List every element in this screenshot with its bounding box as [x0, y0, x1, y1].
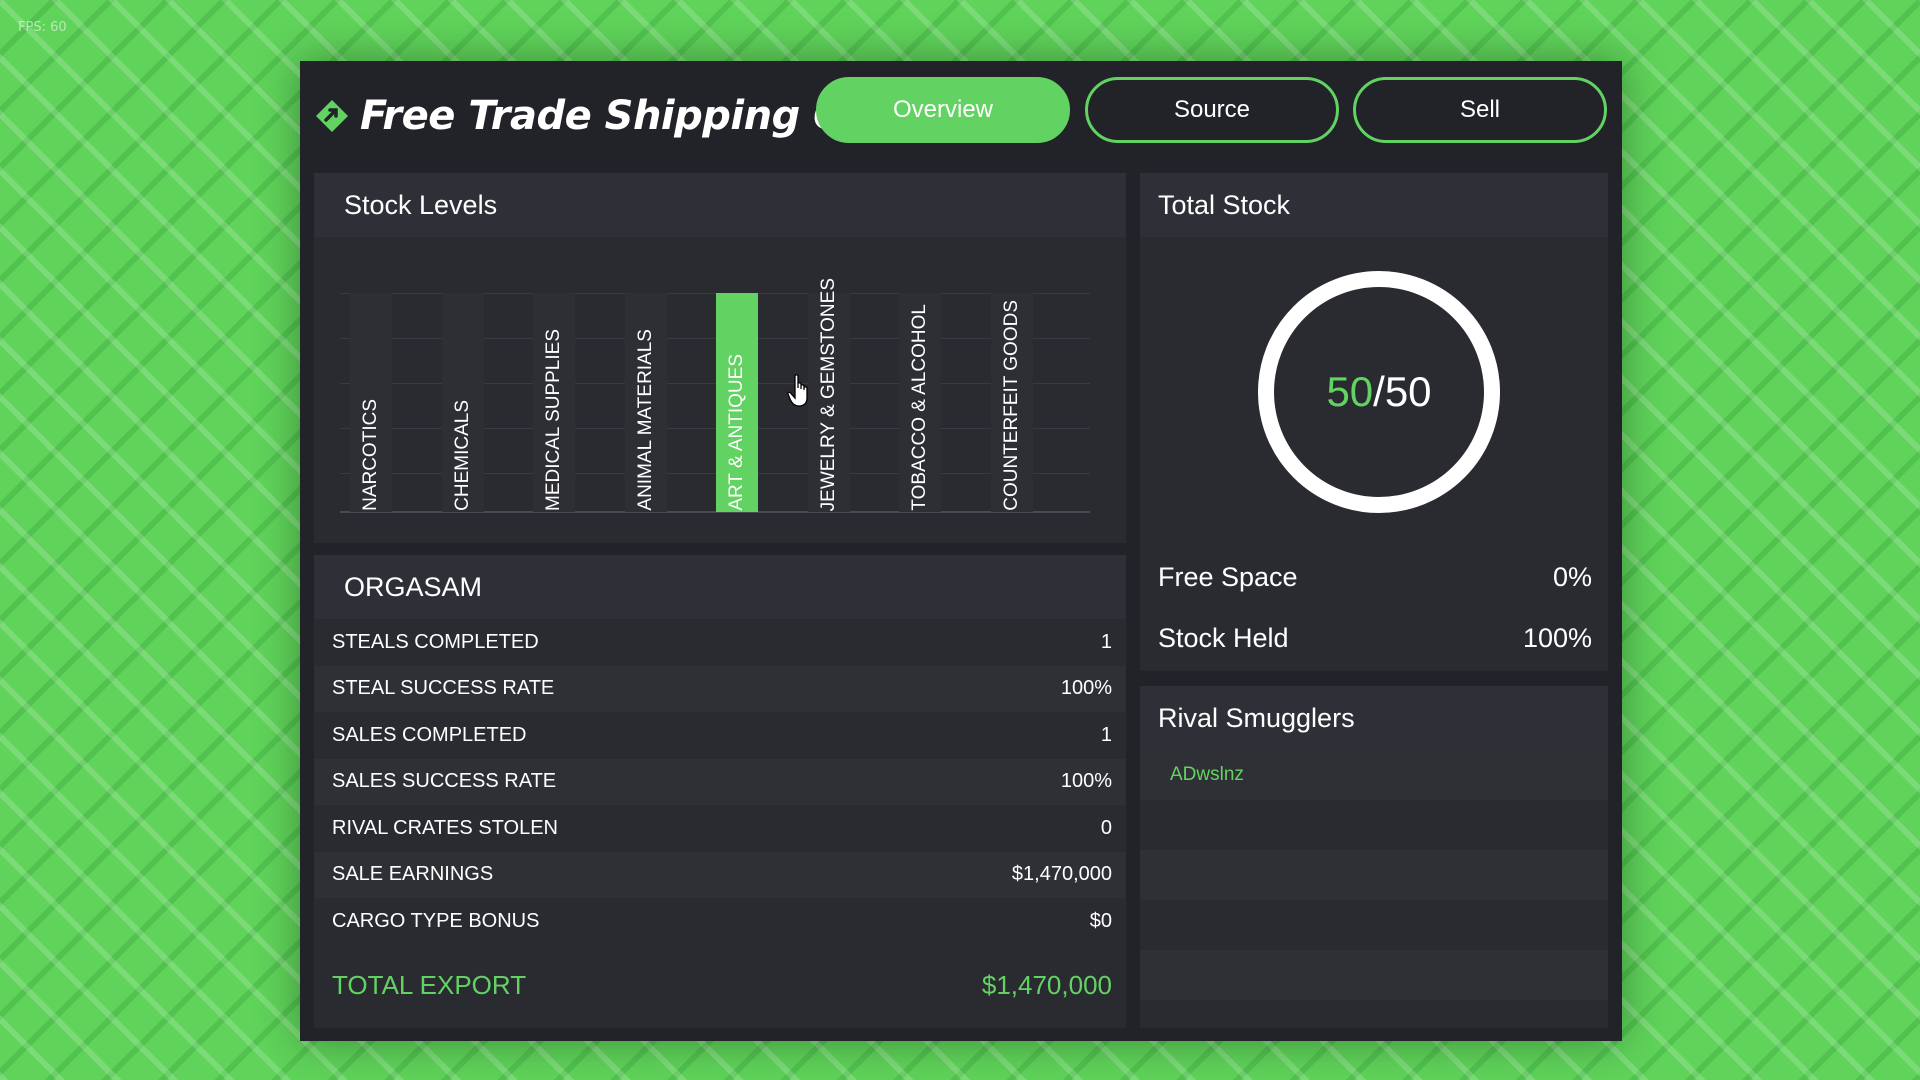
stat-value: $1,470,000	[1011, 863, 1112, 885]
org-stats-panel: ORGASAM STEALS COMPLETED 1 STEAL SUCCESS R…	[314, 555, 1126, 1028]
stat-row: RIVAL CRATES STOLEN 0	[314, 805, 1126, 851]
stock-column[interactable]	[533, 293, 575, 512]
stock-column[interactable]	[350, 293, 392, 512]
free-space-row: Free Space 0%	[1140, 562, 1608, 593]
stock-category-text: CHEMICALS	[451, 400, 473, 511]
chart-baseline	[340, 511, 1090, 513]
company-title: Free Trade Shipping Co.	[360, 93, 884, 139]
stock-category-text: NARCOTICS	[360, 399, 381, 511]
rival-smugglers-title: Rival Smugglers	[1140, 686, 1608, 750]
rival-row-empty	[1140, 850, 1608, 900]
total-export-value: $1,470,000	[981, 969, 1112, 1000]
stat-label: CARGO TYPE BONUS	[332, 909, 540, 932]
tab-sell[interactable]: Sell	[1353, 77, 1607, 143]
stat-label: STEAL SUCCESS RATE	[332, 677, 555, 699]
grid-line	[340, 293, 1090, 294]
stat-value: 1	[1100, 630, 1112, 653]
stock-ring: 50/50	[1258, 271, 1500, 513]
stock-category-label: MEDICAL SUPPLIES	[533, 271, 575, 511]
stat-value: 100%	[1060, 770, 1112, 792]
stock-category-text: JEWELRY & GEMSTONES	[817, 277, 839, 511]
stat-value: 1	[1100, 723, 1112, 746]
total-stock-panel: Total Stock 50/50 Free Space 0% Stock He…	[1140, 173, 1608, 671]
stat-row: SALES COMPLETED 1	[314, 712, 1126, 758]
free-space-value: 0%	[1552, 562, 1592, 592]
hand-cursor-icon	[787, 374, 808, 407]
grid-line	[340, 338, 1090, 339]
header: Free Trade Shipping Co. Overview Source …	[300, 61, 1622, 171]
stat-row: CARGO TYPE BONUS $0	[314, 898, 1126, 944]
rival-smugglers-panel: Rival Smugglers ADwslnz	[1140, 686, 1608, 1028]
grid-line	[340, 428, 1090, 429]
stock-column[interactable]	[807, 293, 850, 512]
stat-label: STEALS COMPLETED	[332, 630, 539, 653]
rival-row-empty	[1140, 800, 1608, 850]
stock-column[interactable]	[624, 293, 667, 512]
fps-counter: FPS: 60	[18, 20, 67, 35]
stock-held-row: Stock Held 100%	[1140, 623, 1608, 654]
total-stock-title: Total Stock	[1140, 173, 1608, 237]
stat-row: SALES SUCCESS RATE 100%	[314, 758, 1126, 805]
stock-category-label: JEWELRY & GEMSTONES	[808, 271, 850, 511]
stock-category-label: ANIMAL MATERIALS	[625, 271, 667, 511]
stock-column[interactable]	[899, 293, 941, 512]
stock-levels-panel: Stock Levels NARCOTICS CHEMICALS MEDICAL S…	[314, 173, 1126, 543]
stock-levels-chart: NARCOTICS CHEMICALS MEDICAL SUPPLIES ANIMAL…	[340, 278, 1090, 513]
rival-row-empty	[1140, 950, 1608, 1000]
stock-category-text: ANIMAL MATERIALS	[634, 329, 656, 511]
stock-held-label: Stock Held	[1158, 623, 1289, 653]
stat-label: SALES SUCCESS RATE	[332, 770, 557, 792]
stock-column[interactable]	[990, 293, 1033, 512]
stat-label: RIVAL CRATES STOLEN	[332, 816, 558, 839]
stock-category-text: ART & ANTIQUES	[726, 354, 747, 511]
stat-label: SALES COMPLETED	[332, 723, 527, 746]
total-export-label: TOTAL EXPORT	[332, 969, 527, 1000]
stock-held-value: 100%	[1522, 623, 1592, 653]
stat-value: 100%	[1060, 677, 1112, 699]
stock-levels-title: Stock Levels	[314, 173, 1126, 237]
stat-row: STEAL SUCCESS RATE 100%	[314, 665, 1126, 712]
stock-column[interactable]	[441, 293, 484, 512]
stock-category-label: COUNTERFEIT GOODS	[991, 271, 1033, 511]
stat-label: SALE EARNINGS	[332, 863, 494, 885]
stock-category-text: TOBACCO & ALCOHOL	[909, 304, 930, 511]
grid-line	[340, 473, 1090, 474]
stock-bar	[716, 293, 758, 512]
stock-category-label: ART & ANTIQUES	[716, 271, 758, 511]
company-logo: Free Trade Shipping Co.	[312, 81, 884, 151]
stat-value: $0	[1089, 909, 1112, 932]
tab-overview[interactable]: Overview	[816, 77, 1070, 143]
stock-category-text: COUNTERFEIT GOODS	[1000, 300, 1022, 511]
stock-category-label: CHEMICALS	[442, 271, 484, 511]
stock-max: /50	[1373, 368, 1432, 415]
stat-row: STEALS COMPLETED 1	[314, 619, 1126, 665]
rival-row-empty	[1140, 900, 1608, 950]
total-export-row: TOTAL EXPORT $1,470,000	[314, 955, 1126, 1015]
tag-arrow-icon	[316, 100, 348, 132]
stock-current: 50	[1326, 368, 1374, 415]
stat-row: SALE EARNINGS $1,470,000	[314, 851, 1126, 898]
app-window: Free Trade Shipping Co. Overview Source …	[300, 61, 1622, 1041]
stock-count: 50/50	[1326, 368, 1431, 416]
stock-category-text: MEDICAL SUPPLIES	[543, 329, 564, 511]
rival-row[interactable]: ADwslnz	[1140, 750, 1608, 800]
tab-source[interactable]: Source	[1085, 77, 1339, 143]
stock-column[interactable]	[716, 293, 758, 512]
org-name: ORGASAM	[314, 555, 1126, 619]
grid-line	[340, 383, 1090, 384]
stock-category-label: TOBACCO & ALCOHOL	[899, 271, 941, 511]
stat-value: 0	[1100, 816, 1112, 839]
rival-name: ADwslnz	[1170, 764, 1244, 785]
stock-category-label: NARCOTICS	[350, 271, 392, 511]
free-space-label: Free Space	[1158, 562, 1298, 592]
